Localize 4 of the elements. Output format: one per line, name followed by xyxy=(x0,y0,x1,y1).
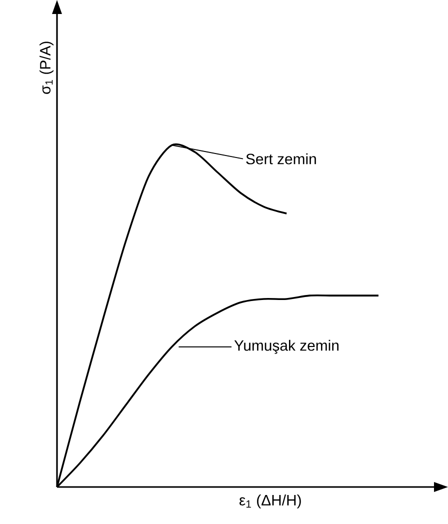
legend-label: Sert zemin xyxy=(246,153,316,164)
x-axis-title: ε$_{1}$ (ΔH/H) xyxy=(240,494,301,508)
y-axis-title: σ$_{1}$ (P/A) xyxy=(40,42,54,94)
legend-label: Yumuşak zemin xyxy=(234,340,338,354)
